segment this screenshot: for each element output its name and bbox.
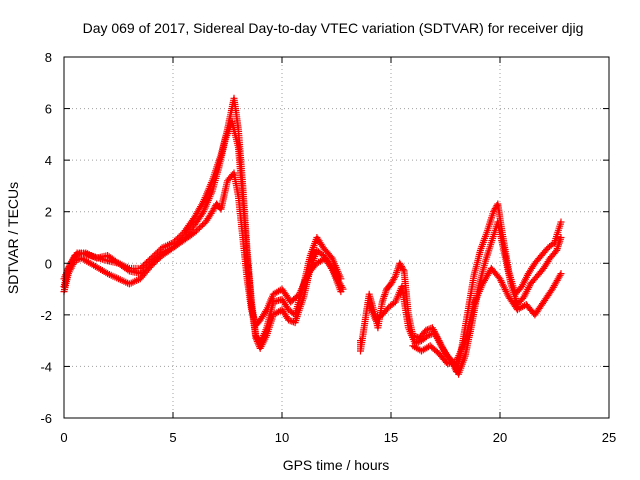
x-tick-label: 5 — [169, 430, 176, 445]
x-tick-label: 10 — [275, 430, 289, 445]
series-markers — [365, 218, 565, 378]
y-tick-label: 0 — [45, 256, 52, 271]
y-axis-label: SDTVAR / TECUs — [5, 182, 21, 294]
chart-title: Day 069 of 2017, Sidereal Day-to-day VTE… — [83, 20, 584, 36]
y-tick-label: -4 — [40, 359, 52, 374]
y-tick-label: -2 — [40, 308, 52, 323]
series-markers — [409, 264, 565, 368]
y-tick-label: 6 — [45, 102, 52, 117]
series-track-5 — [365, 218, 565, 378]
x-tick-label: 15 — [384, 430, 398, 445]
plot-frame — [63, 56, 610, 419]
x-axis-label: GPS time / hours — [283, 457, 390, 473]
y-tick-label: 8 — [45, 50, 52, 65]
y-tick-label: 2 — [45, 205, 52, 220]
x-tick-label: 0 — [60, 430, 67, 445]
data-markers — [60, 94, 565, 378]
x-tick-label: 20 — [493, 430, 507, 445]
y-tick-label: -6 — [40, 411, 52, 426]
axis-ticks: 0 5 10 15 20 25 -6 -4 -2 0 2 4 6 8 — [40, 50, 616, 445]
series-track-6 — [409, 264, 565, 368]
y-tick-label: 4 — [45, 153, 52, 168]
x-tick-label: 25 — [602, 430, 616, 445]
